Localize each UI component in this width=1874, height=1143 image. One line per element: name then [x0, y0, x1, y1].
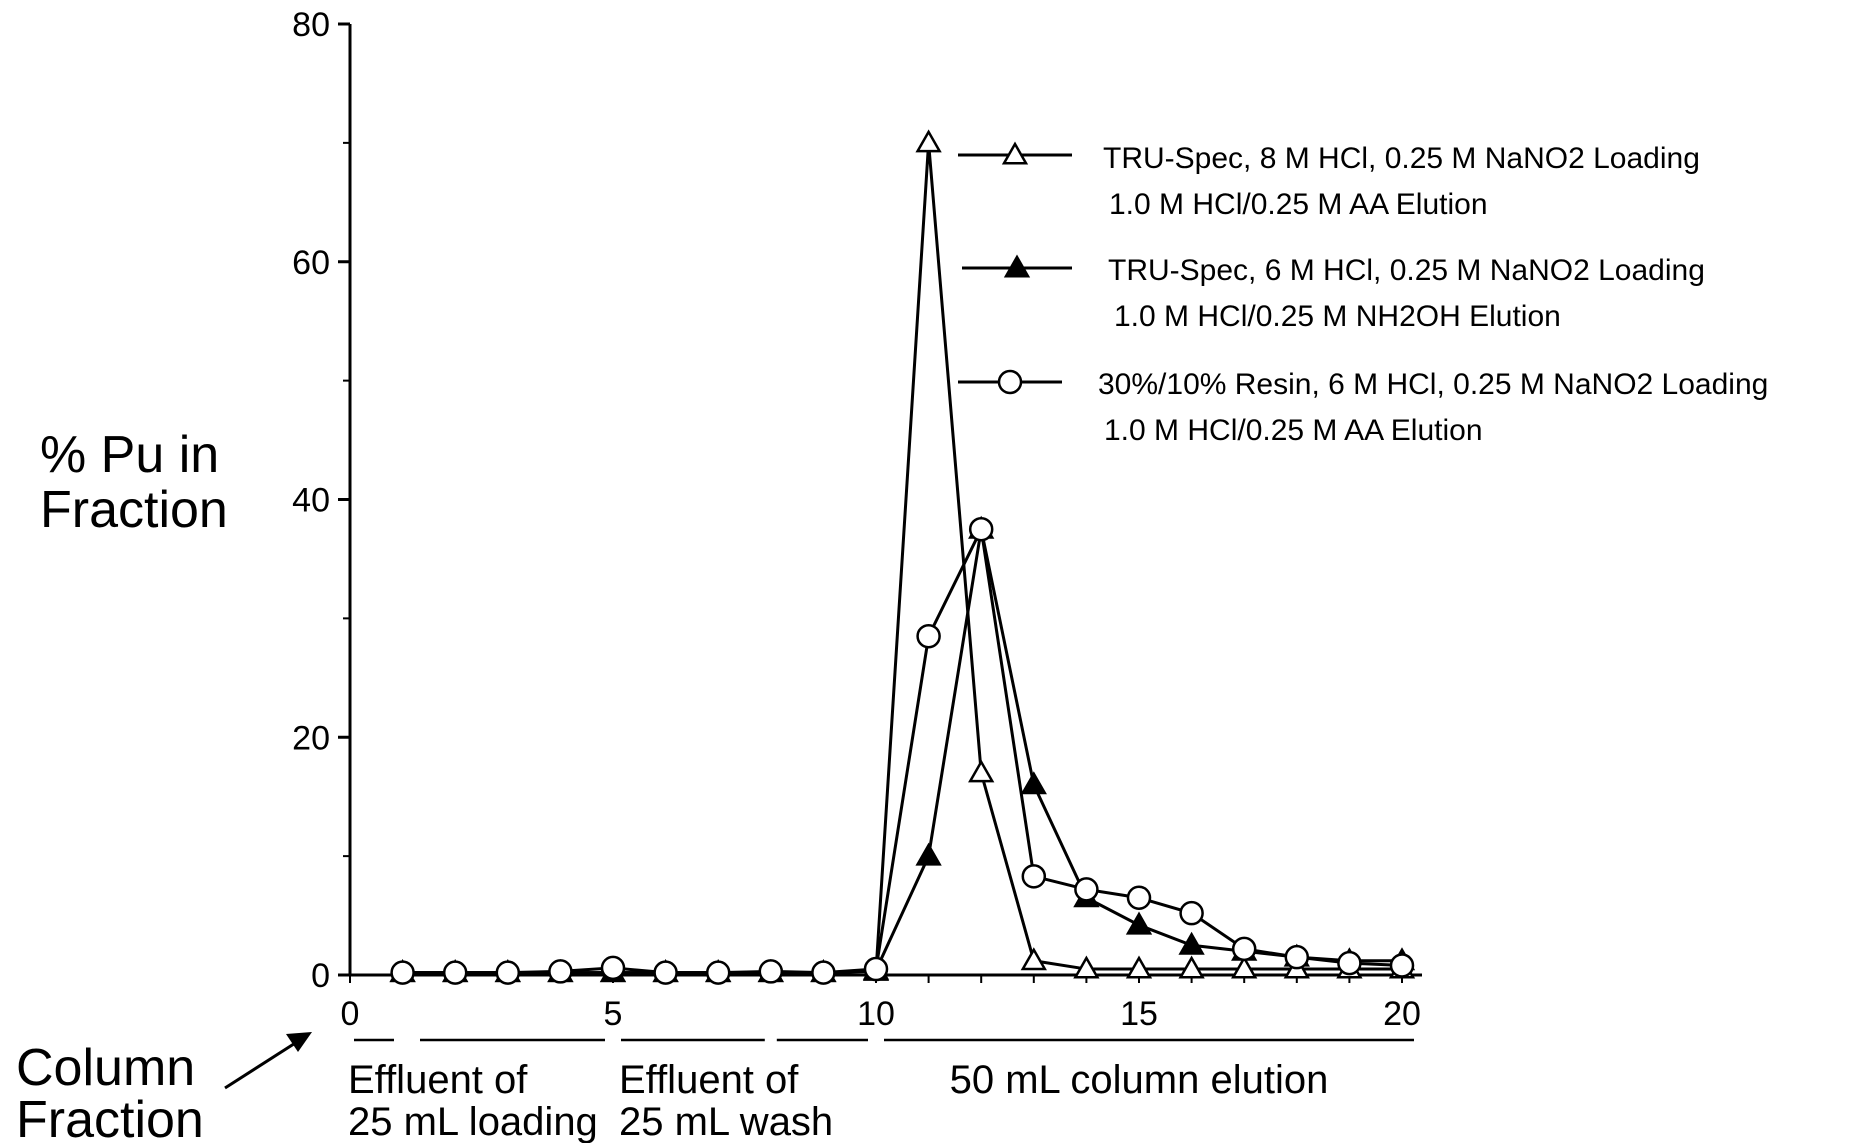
data-point: [1074, 877, 1099, 902]
data-point: [1389, 953, 1415, 978]
data-point: [1179, 900, 1204, 926]
data-point: [758, 959, 784, 984]
y-tick-label: 40: [292, 482, 330, 520]
series-layer: [389, 129, 1416, 985]
data-point: [705, 960, 731, 985]
series-line: [402, 524, 1403, 975]
data-point: [600, 955, 626, 981]
data-point: [811, 960, 836, 985]
legend-label: 1.0 M HCl/0.25 M AA Elution: [1109, 188, 1488, 221]
group-label: 50 mL column elution: [950, 1058, 1329, 1102]
data-point: [863, 956, 889, 982]
y-tick-label: 20: [292, 719, 330, 757]
x-tick-label: 10: [857, 995, 895, 1033]
data-point: [1178, 955, 1205, 979]
y-tick-label: 60: [292, 244, 330, 282]
arrow-icon: [224, 1038, 301, 1090]
data-point: [548, 959, 573, 984]
x-tick-label: 15: [1120, 995, 1158, 1033]
series-line: [402, 528, 1402, 975]
legend-label: TRU-Spec, 8 M HCl, 0.25 M NaNO2 Loading: [1103, 142, 1700, 175]
arrow-head-icon: [286, 1032, 312, 1052]
data-point: [1126, 885, 1152, 910]
x-axis-title: Column: [16, 1039, 195, 1097]
data-point: [1125, 955, 1153, 979]
group-label: 25 mL wash: [619, 1100, 833, 1143]
data-point: [915, 129, 942, 153]
data-point: [1020, 947, 1047, 971]
group-label: Effluent of: [348, 1058, 528, 1102]
legend-entry-3: 30%/10% Resin, 6 M HCl, 0.25 M NaNO2 Loa…: [958, 368, 1768, 447]
fraction-group-3: 50 mL column elution: [884, 1038, 1414, 1102]
data-point: [495, 960, 521, 985]
data-point: [1178, 931, 1205, 955]
data-point: [653, 960, 678, 985]
data-point: [968, 516, 994, 542]
series-3: [390, 516, 1415, 985]
tick-labels: 0 20 40 60 80 0 5 10 15 20: [292, 6, 1421, 1033]
legend: TRU-Spec, 8 M HCl, 0.25 M NaNO2 Loading 1…: [958, 141, 1768, 447]
data-point: [442, 960, 468, 985]
data-point: [1073, 955, 1100, 979]
legend-marker: [1003, 254, 1031, 278]
legend-label: 1.0 M HCl/0.25 M NH2OH Elution: [1114, 300, 1561, 333]
y-tick-label: 80: [292, 6, 330, 44]
data-point: [1021, 864, 1047, 889]
legend-marker: [997, 369, 1023, 395]
y-tick-label: 0: [311, 957, 330, 995]
x-tick-label: 20: [1383, 995, 1421, 1033]
legend-entry-1: TRU-Spec, 8 M HCl, 0.25 M NaNO2 Loading 1…: [958, 141, 1700, 221]
series-2: [389, 515, 1416, 983]
y-axis-title: % Pu in: [40, 426, 219, 484]
group-label: 25 mL loading: [348, 1100, 598, 1143]
data-point: [390, 960, 415, 985]
legend-label: 1.0 M HCl/0.25 M AA Elution: [1104, 414, 1483, 447]
x-axis-title: Fraction: [16, 1091, 204, 1143]
data-point: [968, 759, 995, 783]
y-axis-title: Fraction: [40, 481, 228, 539]
legend-label: TRU-Spec, 6 M HCl, 0.25 M NaNO2 Loading: [1108, 254, 1705, 287]
x-tick-label: 5: [604, 995, 623, 1033]
data-point: [916, 623, 941, 649]
legend-entry-2: TRU-Spec, 6 M HCl, 0.25 M NaNO2 Loading 1…: [962, 254, 1705, 333]
x-tick-label: 0: [341, 995, 360, 1033]
group-label: Effluent of: [619, 1058, 799, 1102]
data-point: [1231, 955, 1258, 979]
data-point: [1337, 950, 1362, 976]
data-point: [1284, 944, 1310, 970]
data-point: [1125, 911, 1153, 935]
data-point: [1231, 936, 1257, 962]
data-point: [1020, 771, 1047, 795]
legend-label: 30%/10% Resin, 6 M HCl, 0.25 M NaNO2 Loa…: [1098, 368, 1768, 401]
legend-marker: [1001, 141, 1029, 165]
data-point: [915, 842, 942, 866]
